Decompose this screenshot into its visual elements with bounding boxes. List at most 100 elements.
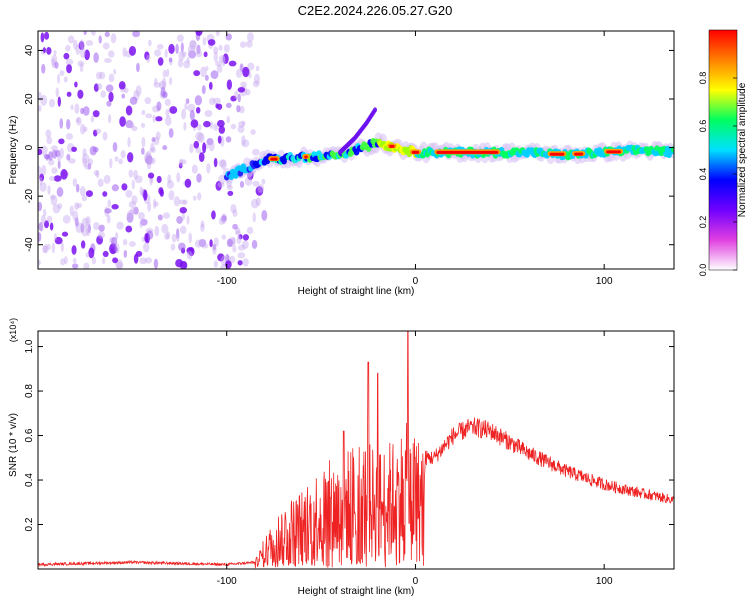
noise-blob xyxy=(116,221,124,230)
noise-blob xyxy=(51,242,56,254)
noise-blob xyxy=(203,51,208,58)
noise-blob xyxy=(112,141,118,153)
noise-blob xyxy=(196,44,201,55)
noise-blob xyxy=(213,260,219,268)
noise-blob xyxy=(238,234,243,240)
noise-blob xyxy=(215,31,220,37)
noise-blob xyxy=(155,116,163,122)
noise-blob xyxy=(151,137,156,143)
noise-blob xyxy=(103,57,112,63)
noise-blob xyxy=(161,223,169,234)
noise-blob xyxy=(87,224,91,234)
noise-blob xyxy=(66,118,71,130)
noise-blob xyxy=(184,102,188,111)
noise-blob xyxy=(50,195,58,206)
noise-blob xyxy=(57,203,63,210)
noise-blob xyxy=(54,236,63,245)
colorbar-tick-label: 0.2 xyxy=(698,216,708,229)
noise-blob xyxy=(166,231,171,240)
noise-blob xyxy=(141,136,146,148)
noise-blob xyxy=(146,160,152,170)
noise-blob xyxy=(47,185,51,195)
noise-blob xyxy=(161,77,167,89)
noise-blob xyxy=(38,259,41,266)
noise-blob xyxy=(70,104,74,111)
noise-blob xyxy=(112,257,119,264)
noise-blob xyxy=(41,164,47,176)
noise-blob xyxy=(109,243,117,255)
noise-blob xyxy=(236,235,242,245)
noise-blob xyxy=(241,139,250,148)
snr-xtick-label: 0 xyxy=(413,576,419,587)
noise-blob xyxy=(98,35,102,44)
noise-blob xyxy=(72,210,79,222)
ridge-hot-core xyxy=(411,150,420,154)
noise-blob xyxy=(210,70,219,79)
noise-blob xyxy=(237,244,246,251)
noise-blob xyxy=(245,88,251,96)
noise-blob xyxy=(165,115,172,127)
noise-blob xyxy=(74,103,80,114)
noise-blob xyxy=(156,101,162,112)
colorbar-tick-label: 0.4 xyxy=(698,168,708,181)
noise-blob xyxy=(240,81,247,88)
noise-blob xyxy=(54,149,61,157)
noise-blob xyxy=(40,32,45,43)
noise-blob xyxy=(213,157,218,168)
noise-blob xyxy=(213,237,219,247)
noise-blob xyxy=(198,238,207,248)
noise-blob xyxy=(111,204,119,210)
snr-ytick-label: 0.2 xyxy=(24,517,35,531)
noise-blob xyxy=(125,120,134,129)
noise-blob xyxy=(217,135,222,144)
ridge-point xyxy=(232,172,239,179)
noise-blob xyxy=(255,186,264,196)
noise-blob xyxy=(95,71,103,80)
noise-blob xyxy=(192,195,197,201)
noise-blob xyxy=(59,70,65,77)
noise-blob xyxy=(69,205,74,217)
noise-blob xyxy=(95,128,102,134)
noise-blob xyxy=(184,178,192,188)
noise-blob xyxy=(188,246,195,257)
noise-blob xyxy=(239,180,245,188)
noise-blob xyxy=(179,206,187,214)
noise-blob xyxy=(191,164,198,174)
noise-blob xyxy=(157,214,163,221)
noise-blob xyxy=(128,169,134,178)
noise-blob xyxy=(71,245,77,255)
noise-blob xyxy=(133,169,138,180)
noise-blob xyxy=(255,65,260,72)
noise-blob xyxy=(60,258,66,266)
ridge-hot-core xyxy=(389,144,395,148)
noise-blob xyxy=(188,50,197,59)
noise-blob xyxy=(200,223,205,232)
noise-blob xyxy=(204,109,213,118)
noise-blob xyxy=(41,63,46,74)
noise-blob xyxy=(186,250,193,260)
noise-blob xyxy=(133,206,139,215)
noise-blob xyxy=(164,233,170,240)
noise-blob xyxy=(43,208,47,217)
snr-ytick-label: 1.0 xyxy=(24,339,35,353)
noise-blob xyxy=(72,257,77,264)
noise-blob xyxy=(178,50,185,61)
noise-blob xyxy=(166,68,170,78)
noise-blob xyxy=(168,128,174,138)
noise-blob xyxy=(215,61,222,67)
noise-blob xyxy=(170,243,176,251)
noise-blob xyxy=(235,230,241,236)
noise-blob xyxy=(237,87,246,93)
noise-blob xyxy=(80,47,86,59)
snr-ytick-label: 0.8 xyxy=(24,384,35,398)
noise-blob xyxy=(221,234,226,240)
noise-blob xyxy=(39,181,47,192)
noise-blob xyxy=(40,94,48,106)
noise-blob xyxy=(237,252,246,259)
noise-blob xyxy=(213,51,218,63)
spectrogram-xtick-label: -100 xyxy=(217,276,237,287)
noise-blob xyxy=(102,42,110,50)
noise-blob xyxy=(43,244,49,254)
noise-blob xyxy=(86,225,91,236)
noise-blob xyxy=(134,175,143,184)
